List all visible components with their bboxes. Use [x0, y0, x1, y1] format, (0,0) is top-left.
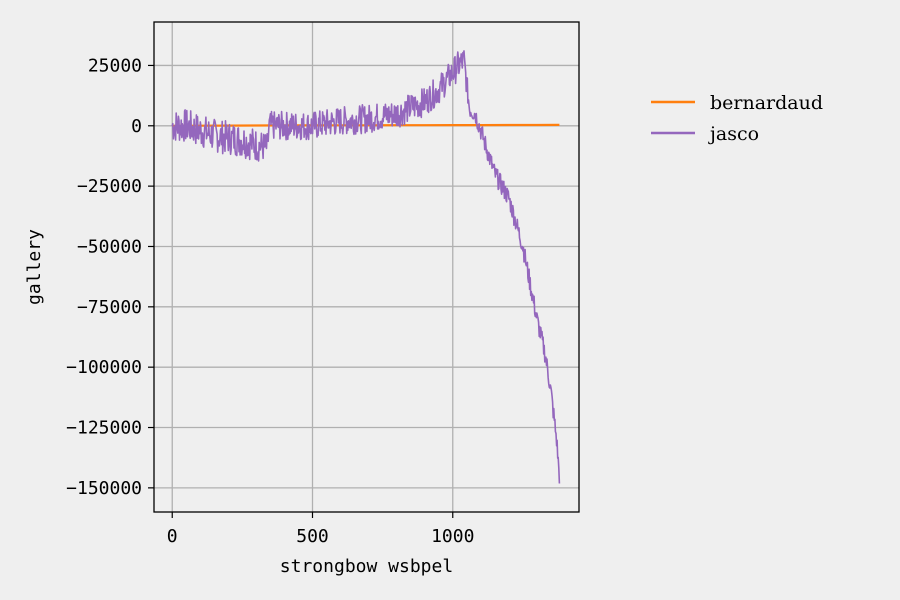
y-tick-label: 0	[131, 116, 142, 137]
series-layer	[171, 50, 561, 484]
y-tick-label: −125000	[66, 418, 142, 439]
y-tick-label: −100000	[66, 357, 142, 378]
x-tick-label: 1000	[431, 526, 474, 547]
series-line-jasco	[171, 50, 561, 484]
y-tick-label: −150000	[66, 478, 142, 499]
y-tick-label: −25000	[77, 176, 142, 197]
series-line-bernardaud	[172, 123, 560, 127]
x-axis-label: strongbow wsbpel	[280, 556, 453, 577]
y-tick-label: −75000	[77, 297, 142, 318]
grid-lines	[154, 22, 579, 512]
y-axis-label: gallery	[24, 229, 45, 305]
legend: bernardaud jasco	[651, 92, 823, 145]
x-tick-label: 500	[296, 526, 329, 547]
y-tick-label: 25000	[88, 55, 142, 76]
axis-ticks: 0 500 1000 25000 0 −25000 −50000 −75000 −100000 −…	[66, 55, 474, 547]
legend-label-jasco: jasco	[708, 123, 759, 145]
x-tick-label: 0	[167, 526, 178, 547]
y-tick-label: −50000	[77, 236, 142, 257]
legend-label-bernardaud: bernardaud	[710, 92, 823, 114]
plot-frame	[153, 21, 580, 513]
